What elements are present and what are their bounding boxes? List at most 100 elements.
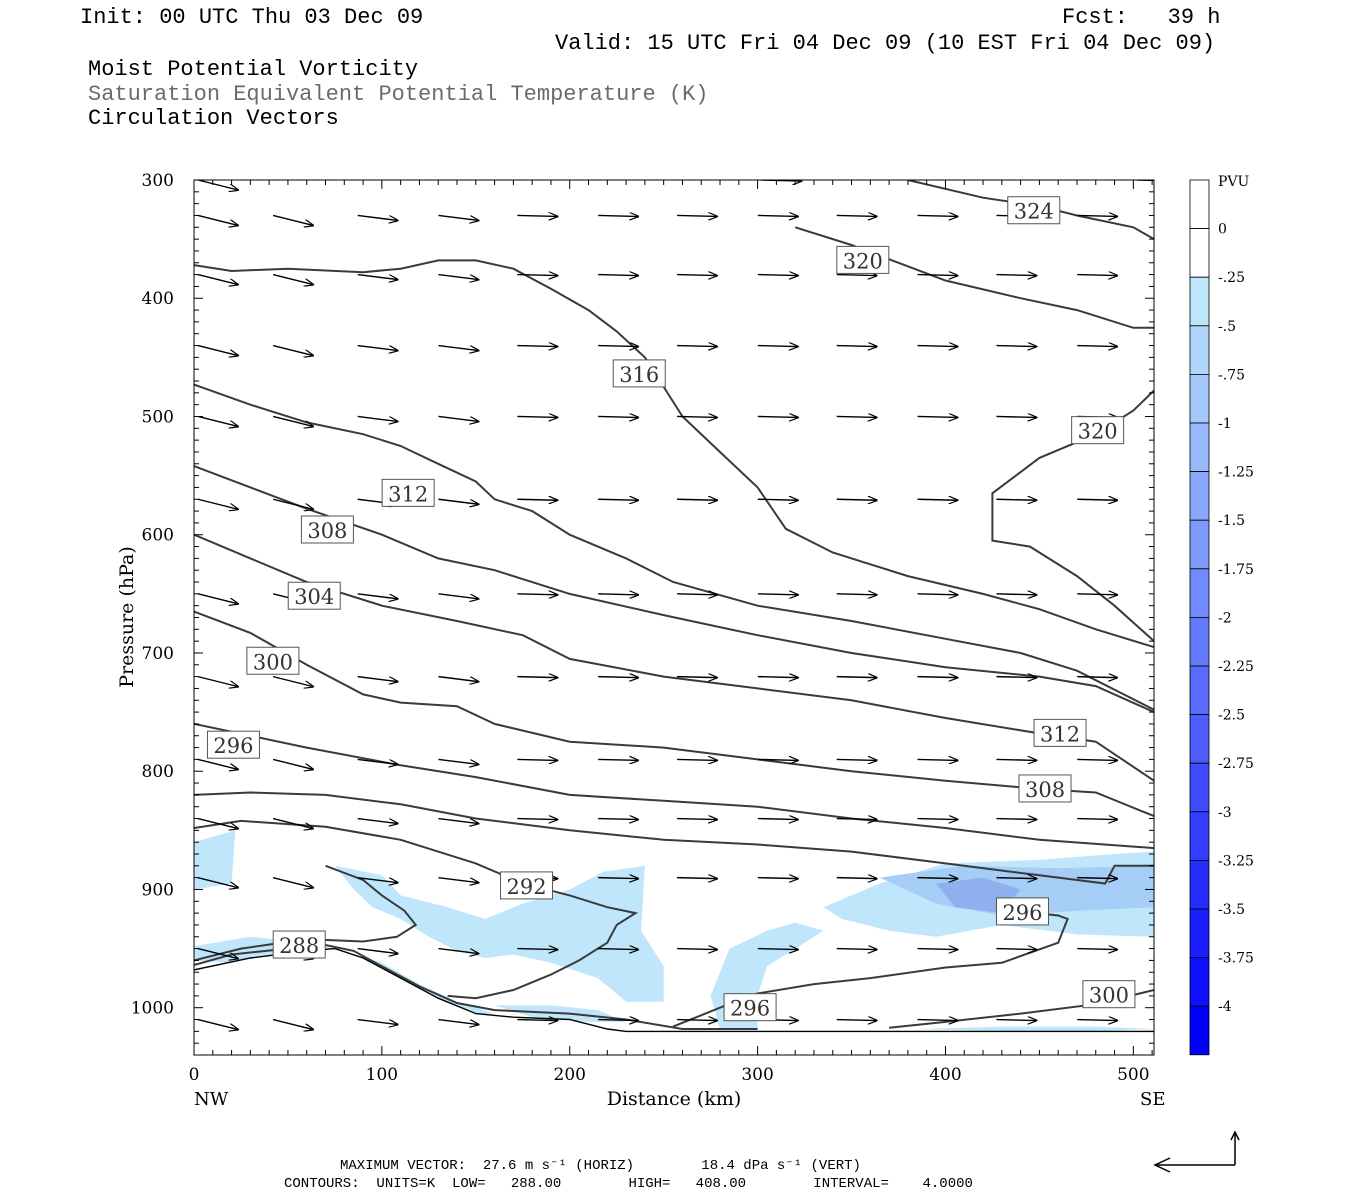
contour-label: 324	[1007, 196, 1061, 225]
contour-label: 312	[1033, 718, 1087, 747]
contour-label-text: 296	[730, 997, 770, 1021]
colorbar-swatch	[1189, 325, 1210, 375]
circulation-vector	[438, 947, 478, 954]
colorbar-label: -1.75	[1218, 562, 1254, 578]
contour-label-box	[723, 993, 777, 1022]
x-end-label-se: SE	[1140, 1089, 1165, 1110]
circulation-vector	[517, 759, 557, 760]
circulation-vector	[677, 819, 717, 820]
circulation-vector	[677, 594, 717, 595]
circulation-vector	[272, 675, 313, 687]
circulation-vector	[197, 817, 238, 829]
circulation-vector	[272, 415, 313, 426]
circulation-vector	[357, 876, 398, 883]
contour-292-2	[194, 819, 639, 1000]
contour-label-text: 320	[1078, 420, 1118, 444]
circulation-vector	[197, 675, 238, 687]
contour-300-5	[194, 722, 1154, 850]
contour-label-box	[287, 581, 341, 610]
circulation-vector	[1077, 677, 1117, 678]
circulation-vector	[836, 416, 877, 417]
colorbar-label: -4	[1218, 999, 1232, 1015]
contour-label: 296	[723, 993, 777, 1022]
contour-label: 312	[381, 478, 435, 507]
circulation-vector	[757, 878, 798, 879]
contour-info-note: CONTOURS: UNITS=K LOW= 288.00 HIGH= 408.…	[284, 1176, 973, 1192]
circulation-vector	[517, 275, 557, 276]
circulation-vector	[357, 344, 398, 351]
circulation-vector	[996, 819, 1036, 820]
colorbar-swatch	[1189, 373, 1210, 424]
colorbar-label: -.5	[1218, 319, 1236, 335]
y-axis-title: Pressure (hPa)	[116, 546, 138, 688]
contour-label-box	[1018, 774, 1072, 803]
colorbar-label: 0	[1218, 222, 1227, 238]
colorbar-label: -2.25	[1218, 659, 1254, 675]
reference-vector-icon	[1153, 1130, 1240, 1173]
contour-label-text: 316	[619, 363, 659, 387]
colorbar-label: -3.75	[1218, 951, 1254, 967]
circulation-vector	[517, 819, 557, 820]
circulation-vector	[917, 215, 958, 216]
circulation-vector	[677, 878, 717, 879]
circulation-vector	[272, 344, 313, 356]
circulation-vector	[197, 273, 238, 285]
contour-label-box	[500, 871, 554, 900]
circulation-vector	[996, 275, 1036, 276]
contour-label-box	[246, 646, 300, 675]
circulation-vector	[757, 346, 798, 347]
contour-label: 300	[1082, 980, 1136, 1009]
circulation-vector	[836, 677, 877, 678]
colorbar-swatch	[1189, 811, 1210, 861]
colorbar-label: -1	[1218, 416, 1232, 432]
circulation-vector	[272, 758, 313, 769]
contour-label: 300	[246, 646, 300, 675]
colorbar-label: -.75	[1218, 367, 1245, 383]
circulation-vector	[357, 758, 398, 764]
x-tick-label: 200	[554, 1065, 586, 1085]
circulation-vector	[517, 677, 557, 678]
circulation-vector	[757, 677, 798, 678]
init-time: Init: 00 UTC Thu 03 Dec 09	[80, 5, 424, 30]
circulation-vector	[996, 594, 1036, 595]
circulation-vector	[996, 759, 1036, 760]
contour-label-box	[1082, 980, 1136, 1009]
circulation-vector	[1077, 1020, 1117, 1021]
circulation-vector	[517, 949, 557, 950]
circulation-vector	[836, 819, 877, 820]
circulation-vector	[517, 594, 557, 595]
circulation-vector	[677, 1020, 717, 1021]
circulation-vector	[1077, 275, 1117, 276]
y-tick-label: 700	[142, 644, 174, 664]
y-tick-label: 500	[142, 407, 174, 427]
circulation-vector	[438, 817, 478, 824]
circulation-vector	[996, 949, 1036, 950]
circulation-vector	[677, 416, 717, 417]
circulation-vector	[917, 275, 958, 276]
circulation-vector	[517, 499, 557, 500]
circulation-vector	[357, 214, 398, 220]
colorbar-swatch	[1189, 665, 1210, 715]
circulation-vector	[357, 273, 398, 280]
mpv-shade-region-6	[917, 1026, 1154, 1032]
colorbar-swatch	[1189, 568, 1210, 618]
circulation-vector	[1077, 819, 1117, 820]
contour-label: 296	[206, 730, 260, 759]
circulation-vector	[917, 949, 958, 950]
contour-320-12	[794, 226, 1154, 329]
y-tick-label: 300	[142, 171, 174, 191]
contour-label-text: 288	[279, 934, 319, 958]
contour-label-text: 300	[1089, 984, 1129, 1008]
circulation-vector	[598, 878, 638, 879]
circulation-vector	[1077, 594, 1117, 595]
circulation-vector	[836, 275, 877, 276]
forecast-hour: Fcst: 39 h	[1062, 5, 1221, 30]
circulation-vector	[836, 594, 877, 595]
circulation-vector	[677, 499, 717, 500]
circulation-vector	[836, 878, 877, 879]
circulation-vector	[917, 1020, 958, 1021]
contour-label-text: 312	[388, 482, 428, 506]
contour-label-text: 300	[253, 650, 293, 674]
circulation-vector	[272, 498, 313, 509]
contour-label: 320	[836, 245, 890, 274]
